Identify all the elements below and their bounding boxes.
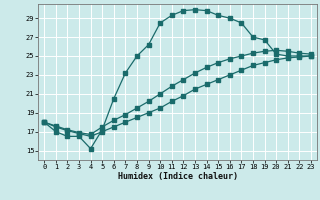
X-axis label: Humidex (Indice chaleur): Humidex (Indice chaleur) [118,172,238,181]
